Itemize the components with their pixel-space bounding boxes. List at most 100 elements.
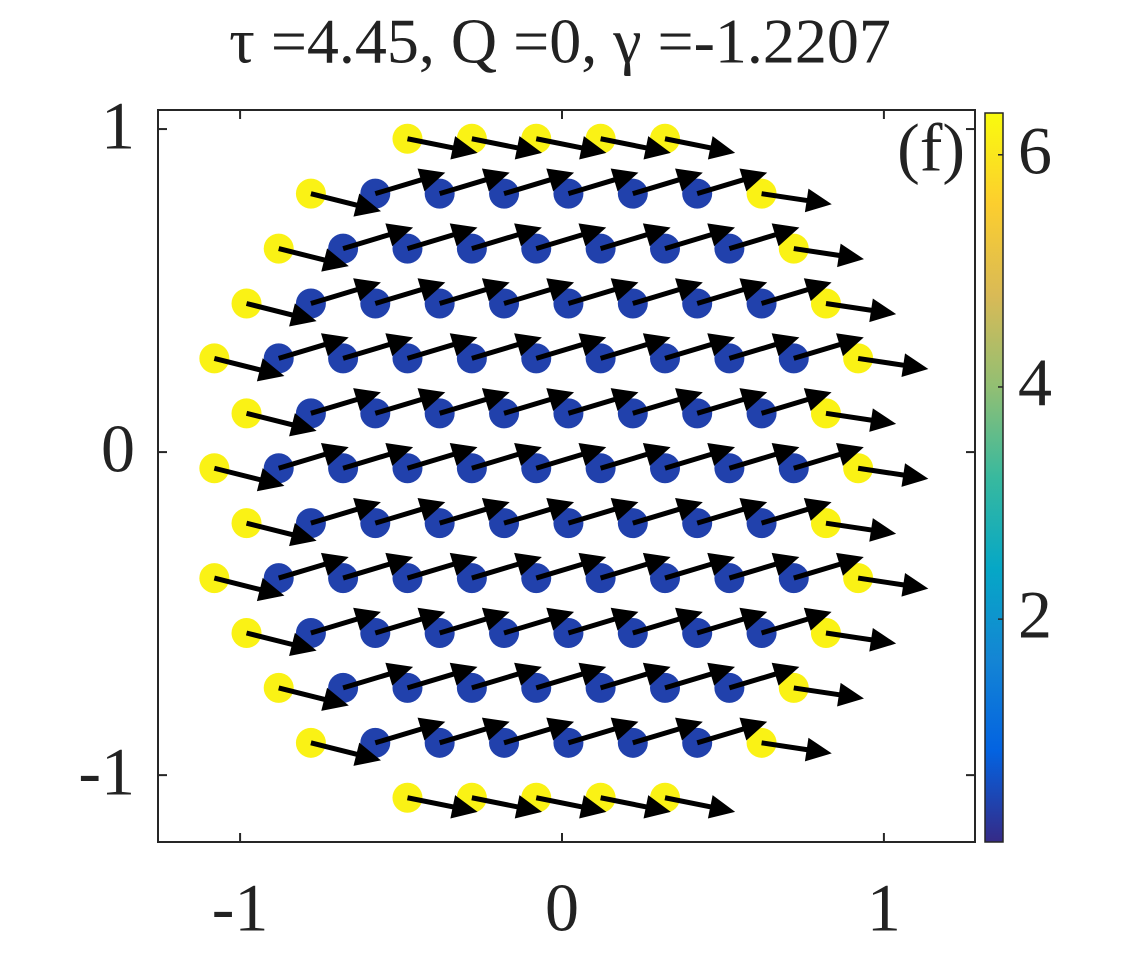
- arrow: [632, 717, 703, 746]
- arrow: [245, 410, 317, 437]
- arrow: [793, 333, 864, 361]
- y-tick-label: 0: [101, 411, 135, 487]
- y-tick-label: -1: [78, 734, 135, 810]
- arrow: [310, 607, 381, 636]
- arrow: [632, 278, 703, 306]
- arrow: [535, 443, 607, 471]
- arrow: [245, 630, 317, 656]
- arrow: [728, 662, 800, 691]
- arrow: [567, 278, 639, 306]
- arrow: [406, 795, 478, 819]
- arrow: [535, 136, 607, 160]
- panel-label: (f): [897, 110, 965, 186]
- arrow: [567, 497, 639, 526]
- arrow: [503, 388, 575, 416]
- arrow: [471, 333, 542, 361]
- arrow: [406, 552, 478, 581]
- arrow: [664, 443, 736, 471]
- arrow: [310, 388, 381, 416]
- arrow: [825, 408, 897, 432]
- colorbar-tick-label: 4: [1018, 345, 1052, 421]
- arrow: [793, 243, 864, 268]
- x-tick-label: 0: [545, 870, 579, 946]
- arrow: [342, 552, 414, 581]
- arrow: [793, 682, 864, 707]
- arrow: [406, 136, 478, 160]
- arrow: [278, 685, 349, 711]
- arrow: [277, 552, 349, 581]
- arrow: [406, 333, 478, 361]
- arrow: [728, 223, 800, 251]
- plot-area: [157, 109, 976, 843]
- arrow: [503, 497, 575, 526]
- arrow: [213, 465, 285, 492]
- point: [231, 288, 262, 319]
- arrow: [696, 388, 768, 416]
- arrow: [600, 136, 671, 160]
- point: [231, 398, 262, 429]
- arrow: [310, 497, 381, 526]
- arrow: [664, 795, 736, 819]
- arrow: [825, 298, 897, 323]
- arrow: [632, 607, 703, 636]
- arrow: [728, 443, 800, 471]
- arrow: [632, 388, 703, 416]
- arrow: [471, 552, 542, 581]
- arrow: [374, 168, 446, 197]
- arrow: [599, 552, 671, 581]
- arrow: [664, 223, 736, 251]
- arrow: [245, 520, 317, 547]
- arrow: [632, 168, 703, 197]
- arrow: [760, 497, 832, 526]
- arrow: [342, 333, 414, 361]
- arrow: [471, 443, 542, 471]
- arrow: [374, 717, 446, 746]
- arrow: [438, 607, 510, 636]
- arrow: [374, 388, 446, 416]
- arrow: [825, 518, 897, 542]
- arrow: [438, 168, 510, 197]
- arrow: [471, 795, 542, 819]
- arrow: [760, 607, 832, 636]
- arrow: [696, 607, 768, 636]
- arrow: [277, 443, 349, 471]
- point: [231, 617, 262, 648]
- arrow: [696, 168, 768, 197]
- arrow: [599, 333, 671, 361]
- arrow: [567, 388, 639, 416]
- arrow: [342, 662, 414, 691]
- arrow: [535, 223, 607, 251]
- colorbar: [984, 112, 1004, 843]
- point: [231, 508, 262, 539]
- arrow: [535, 552, 607, 581]
- arrow: [664, 136, 736, 160]
- arrow: [310, 740, 381, 766]
- arrow: [761, 737, 832, 762]
- arrow: [438, 278, 510, 306]
- arrow: [342, 223, 414, 251]
- arrow: [374, 497, 446, 526]
- arrow: [728, 333, 800, 361]
- arrow: [857, 573, 929, 597]
- colorbar-tick-label: 2: [1018, 577, 1052, 653]
- arrow: [438, 388, 510, 416]
- arrow: [696, 278, 768, 306]
- arrow: [760, 278, 832, 306]
- arrow: [535, 333, 607, 361]
- arrow: [374, 607, 446, 636]
- arrow: [503, 717, 575, 746]
- arrow: [664, 662, 736, 691]
- chart-title: τ =4.45, Q =0, γ =-1.2207: [229, 6, 891, 77]
- arrow: [567, 717, 639, 746]
- arrow: [503, 278, 575, 306]
- arrow: [245, 301, 317, 327]
- arrow: [406, 223, 478, 251]
- arrow: [374, 278, 446, 306]
- arrow: [503, 607, 575, 636]
- arrow: [438, 497, 510, 526]
- arrow: [599, 662, 671, 691]
- x-tick-label: 1: [867, 870, 901, 946]
- arrow: [696, 497, 768, 526]
- arrow: [599, 223, 671, 251]
